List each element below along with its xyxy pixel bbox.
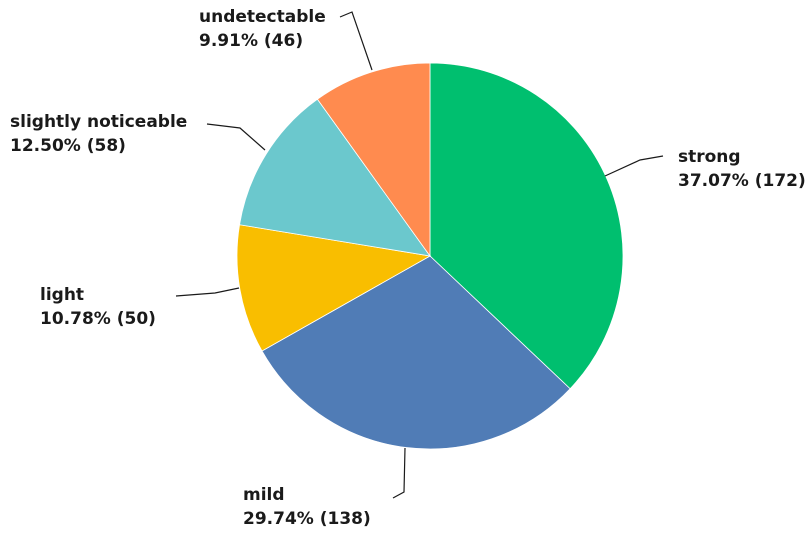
slice-value-light: 10.78% (50) (40, 309, 156, 329)
slice-label-mild: mild (243, 485, 285, 505)
leader-line-slightly-noticeable (206, 123, 266, 151)
leader-line-undetectable (339, 11, 373, 71)
pie-slice-slightly-noticeable (239, 98, 431, 257)
leader-line-strong (604, 155, 664, 177)
pie-labels: strong 37.07% (172) mild 29.74% (138) light 1… (10, 7, 806, 529)
pie-slices (236, 62, 624, 450)
slice-value-strong: 37.07% (172) (678, 171, 806, 191)
pie-slice-mild (261, 255, 571, 450)
slice-value-mild: 29.74% (138) (243, 509, 371, 529)
slice-value-undetectable: 9.91% (46) (199, 31, 303, 51)
leader-line-light (175, 287, 240, 297)
pie-slice-undetectable (316, 62, 431, 258)
leader-line-mild (392, 447, 406, 499)
slice-value-slightly-noticeable: 12.50% (58) (10, 136, 126, 156)
pie-slice-light (236, 224, 432, 352)
pie-slice-strong (429, 62, 624, 390)
slice-label-undetectable: undetectable (199, 7, 326, 27)
slice-label-strong: strong (678, 147, 741, 167)
slice-label-light: light (40, 285, 84, 305)
slice-label-slightly-noticeable: slightly noticeable (10, 112, 187, 132)
